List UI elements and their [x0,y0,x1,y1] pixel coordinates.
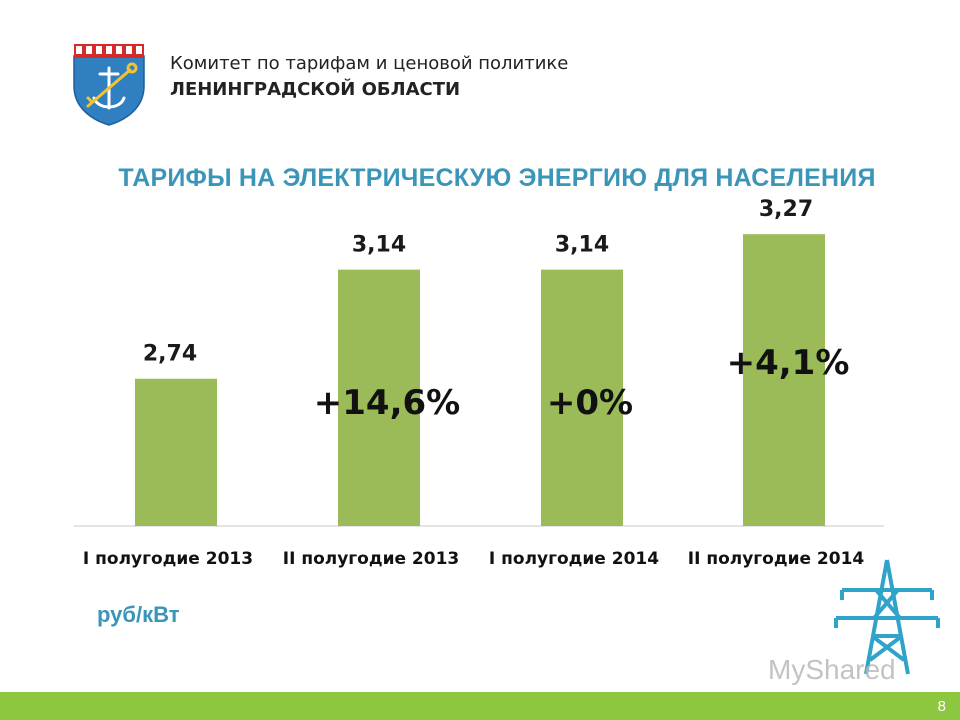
bar [338,269,420,526]
footer-bar: 8 [0,692,960,720]
bar [135,378,217,526]
organization-region: ЛЕНИНГРАДСКОЙ ОБЛАСТИ [170,79,461,100]
value-label: 2,74 [143,342,197,367]
value-label: 3,14 [555,233,609,258]
coat-of-arms-icon [73,44,145,126]
bar-chart: 2,74 I полугодие 2013 3,14 +14,6% II полугод… [74,197,884,569]
category-tick-label: I полугодие 2014 [489,549,659,569]
bar [541,269,623,526]
organization-header: Комитет по тарифам и ценовой политике ЛЕ… [170,52,568,104]
unit-label: руб/кВт [97,602,180,627]
value-label: 3,27 [759,197,813,222]
change-label: +0% [547,383,633,423]
category-tick-label: I полугодие 2013 [83,549,253,569]
bar [743,234,825,526]
page-number: 8 [937,698,946,715]
organization-name: Комитет по тарифам и ценовой политике [170,53,569,74]
change-label: +14,6% [314,383,460,423]
change-label: +4,1% [727,343,850,383]
category-tick-label: II полугодие 2014 [688,549,865,569]
category-tick-label: II полугодие 2013 [283,549,460,569]
chart-title: ТАРИФЫ НА ЭЛЕКТРИЧЕСКУЮ ЭНЕРГИЮ ДЛЯ НАСЕ… [118,164,876,192]
value-label: 3,14 [352,233,406,258]
power-tower-icon [834,559,940,675]
watermark-text: MyShared [768,654,896,685]
